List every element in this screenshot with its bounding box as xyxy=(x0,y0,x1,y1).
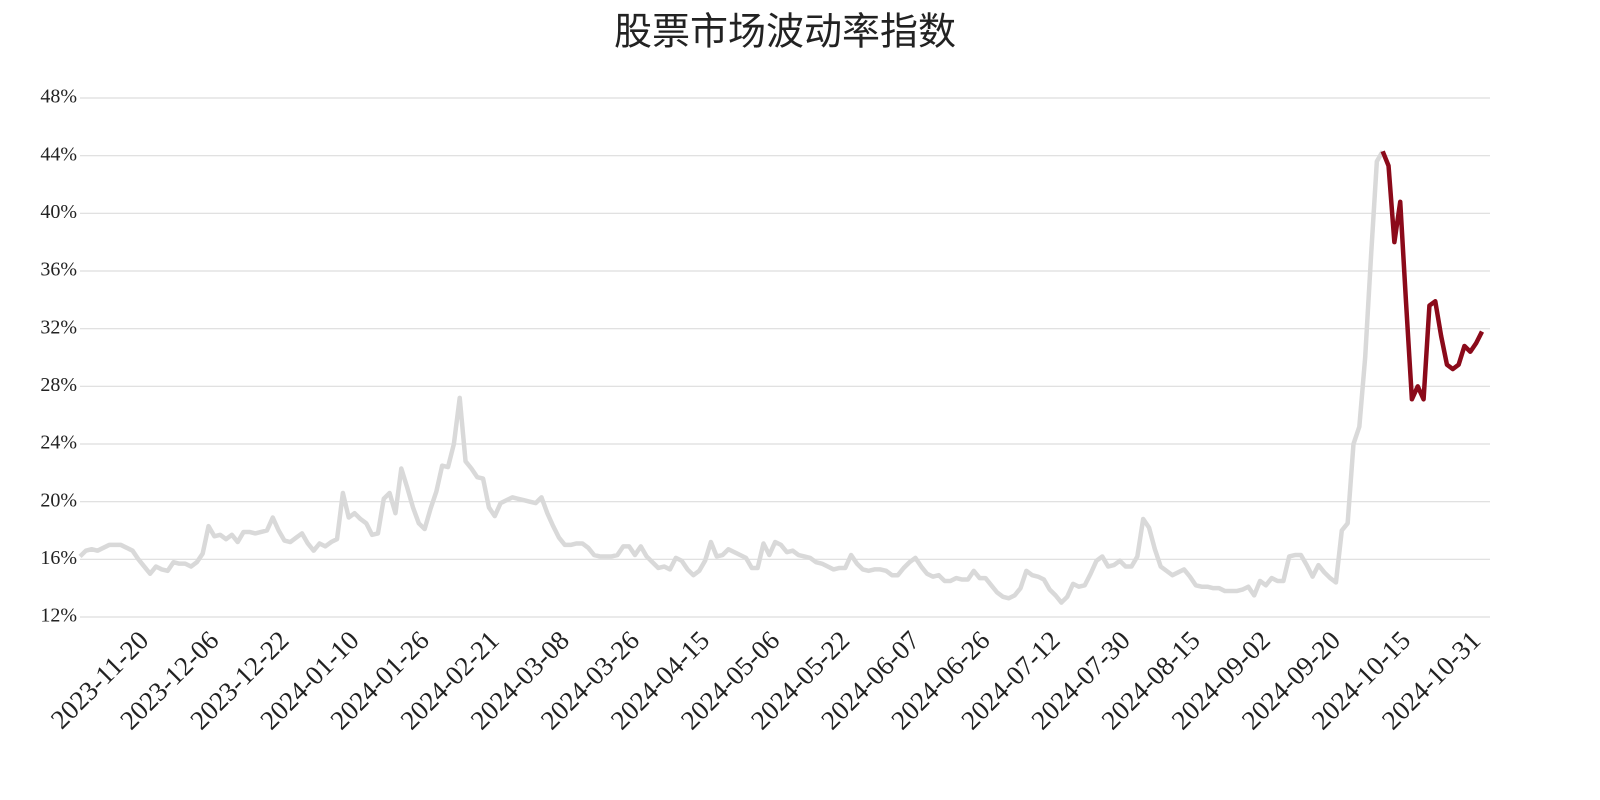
y-tick-label: 36% xyxy=(40,259,77,281)
y-tick-label: 16% xyxy=(40,547,77,569)
series-line xyxy=(78,150,1385,605)
chart-title: 股票市场波动率指数 xyxy=(614,12,956,54)
y-tick-label: 44% xyxy=(40,143,77,165)
lines xyxy=(78,150,1485,605)
y-tick-label: 48% xyxy=(40,86,77,108)
y-tick-label: 40% xyxy=(40,201,77,223)
grid xyxy=(80,97,1490,618)
y-tick-label: 12% xyxy=(40,605,77,627)
y-tick-label: 24% xyxy=(40,432,77,454)
series-line xyxy=(1380,150,1485,402)
y-tick-label: 20% xyxy=(40,489,77,511)
y-tick-label: 32% xyxy=(40,316,77,338)
y-tick-label: 28% xyxy=(40,374,77,396)
labels: 12%16%20%24%28%32%36%40%44%48%2023-11-20… xyxy=(40,86,1486,736)
